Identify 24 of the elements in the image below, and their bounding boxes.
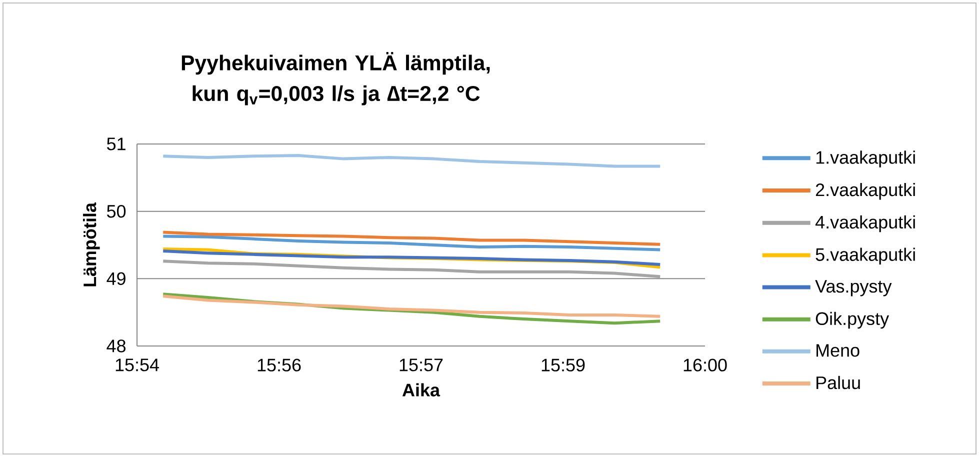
line-series [162, 294, 662, 318]
y-tick-label: 51 [106, 138, 126, 150]
x-tick-label: 15:56 [258, 358, 301, 372]
y-axis-title: Lämpötila [83, 202, 100, 286]
legend-label: Oik.pysty [816, 312, 890, 329]
legend-label: 4.vaakaputki [815, 215, 915, 232]
y-tick-label: 49 [106, 272, 126, 286]
legend-label: 5.vaakaputki [816, 248, 915, 265]
legend-label: 1.vaakaputki [816, 150, 915, 168]
legend-label: Vas.pysty [815, 280, 892, 296]
x-tick-label: 16:00 [684, 358, 727, 372]
line-series [162, 154, 662, 168]
chart-title: Pyyhekuivaimen YLÄ lämptila, kun q$_{v}$=0,003 l/s ja ∆t=2,2 °C [182, 52, 490, 106]
x-tick-label: 15:59 [542, 358, 585, 372]
line-series [162, 234, 662, 252]
x-tick-label: 15:54 [116, 358, 160, 372]
legend-label: Meno [816, 344, 860, 357]
x-axis-title: Aika [402, 383, 440, 396]
legend-label: 2.vaakaputki [816, 182, 915, 200]
legend-label: Paluu [816, 376, 860, 390]
line-series [162, 230, 662, 246]
y-tick-label: 50 [106, 204, 126, 218]
x-tick-label: 15:57 [400, 358, 443, 372]
y-tick-label: 48 [106, 340, 126, 352]
